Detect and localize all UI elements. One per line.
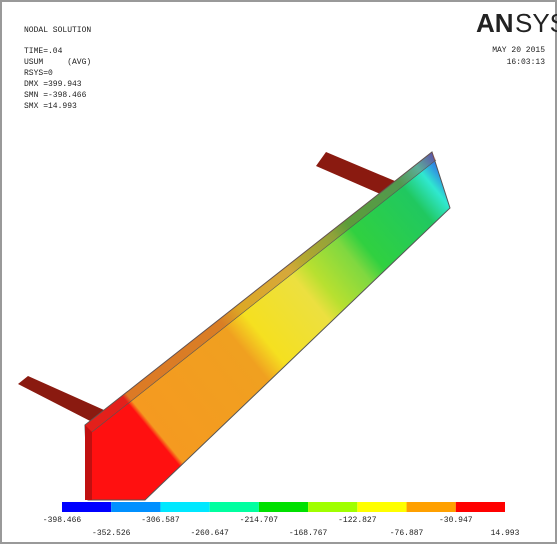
logo-sys: SYS (515, 8, 557, 38)
legend-swatch (160, 502, 209, 512)
legend-label: -30.947 (439, 516, 473, 525)
frame-border (1, 1, 556, 543)
info-line: TIME=.04 (24, 47, 63, 56)
info-block: NODAL SOLUTION TIME=.04 USUM (AVG) RSYS=0 DM… (24, 26, 91, 111)
beam-end (85, 425, 92, 500)
legend: -398.466 -352.526 -306.587 -260.647 -214.707… (43, 502, 520, 538)
legend-label: -122.827 (338, 516, 377, 525)
result-view: AN SYS MAY 20 2015 16:03:13 NODAL SOLUTI… (0, 0, 557, 544)
legend-label: -398.466 (43, 516, 82, 525)
info-line: DMX =399.943 (24, 80, 82, 89)
date: MAY 20 2015 (492, 46, 545, 55)
support-post (18, 376, 104, 424)
legend-swatch (357, 502, 406, 512)
info-line: USUM (AVG) (24, 58, 91, 67)
beam (85, 152, 450, 500)
info-line: SMX =14.993 (24, 102, 77, 111)
legend-swatch (456, 502, 505, 512)
legend-label: -306.587 (141, 516, 180, 525)
legend-swatch (308, 502, 357, 512)
legend-label: 14.993 (491, 529, 520, 538)
legend-swatch (407, 502, 456, 512)
screenshot: AN SYS MAY 20 2015 16:03:13 NODAL SOLUTI… (0, 0, 557, 544)
legend-label: -260.647 (190, 529, 229, 538)
legend-label: -168.767 (289, 529, 328, 538)
info-line: SMN =-398.466 (24, 91, 87, 100)
logo-an: AN (476, 8, 514, 38)
legend-label: -76.887 (390, 529, 424, 538)
time: 16:03:13 (507, 58, 546, 67)
legend-swatch (62, 502, 111, 512)
beam-line (92, 160, 436, 432)
legend-label: -352.526 (92, 529, 131, 538)
legend-label: -214.707 (240, 516, 279, 525)
legend-swatch (259, 502, 308, 512)
info-line: RSYS=0 (24, 69, 53, 78)
info-line: NODAL SOLUTION (24, 26, 91, 35)
legend-swatch (111, 502, 160, 512)
legend-swatch (210, 502, 259, 512)
